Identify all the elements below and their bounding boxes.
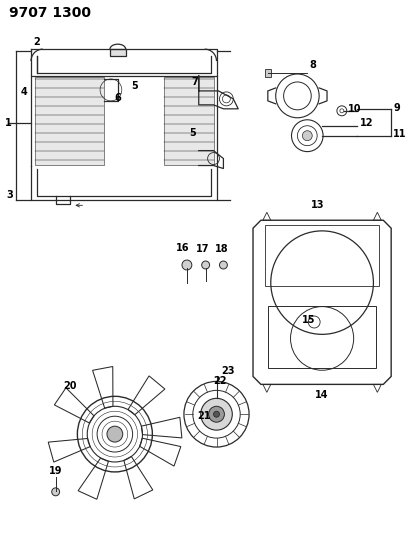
Text: 21: 21: [197, 411, 210, 421]
Bar: [164, 77, 214, 165]
Text: 7: 7: [192, 77, 199, 87]
Circle shape: [214, 411, 219, 417]
Text: 11: 11: [393, 128, 406, 139]
Text: 23: 23: [222, 366, 235, 376]
Text: 15: 15: [302, 314, 316, 325]
Text: 5: 5: [132, 81, 139, 91]
Text: 5: 5: [189, 128, 196, 138]
Text: 2: 2: [33, 37, 40, 47]
Text: 4: 4: [21, 87, 28, 97]
Text: 9707 1300: 9707 1300: [9, 6, 91, 20]
Circle shape: [182, 260, 192, 270]
Text: 14: 14: [315, 390, 329, 400]
Text: 10: 10: [348, 104, 361, 114]
Bar: [35, 77, 104, 165]
Text: 18: 18: [215, 244, 228, 254]
Text: 1: 1: [5, 118, 12, 128]
Text: 19: 19: [49, 466, 62, 476]
Bar: [268, 305, 376, 368]
Circle shape: [52, 488, 60, 496]
Text: 6: 6: [115, 93, 122, 103]
Circle shape: [302, 131, 312, 141]
Circle shape: [201, 398, 232, 430]
Text: 8: 8: [309, 60, 316, 70]
Bar: [110, 49, 126, 56]
Circle shape: [202, 261, 210, 269]
Text: 22: 22: [214, 376, 227, 386]
Text: 16: 16: [176, 243, 190, 253]
Text: 13: 13: [312, 200, 325, 211]
Text: 9: 9: [393, 103, 400, 113]
Bar: [265, 69, 271, 77]
Circle shape: [209, 406, 224, 422]
Text: 20: 20: [64, 381, 77, 391]
Text: 3: 3: [6, 190, 13, 200]
Bar: [265, 225, 379, 286]
Text: 17: 17: [196, 244, 210, 254]
Circle shape: [219, 261, 227, 269]
Circle shape: [107, 426, 123, 442]
Text: 12: 12: [360, 118, 373, 128]
